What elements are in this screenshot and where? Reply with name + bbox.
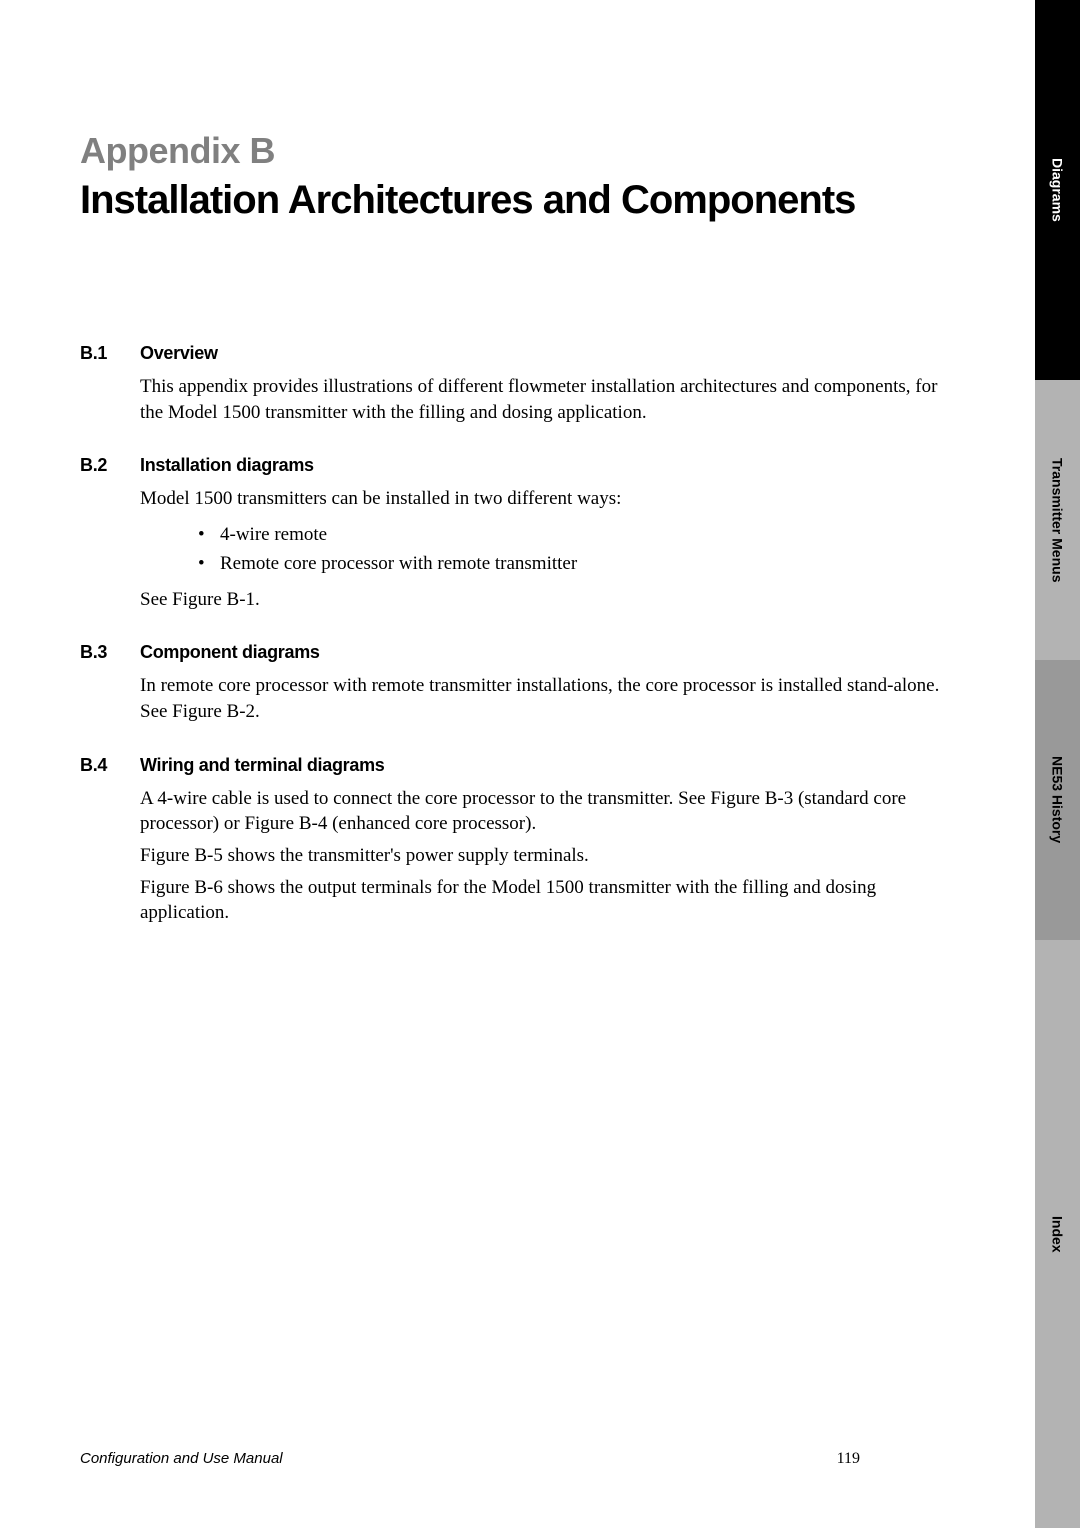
section-number: B.2 [80,455,140,476]
section-number: B.1 [80,343,140,364]
main-content: Appendix B Installation Architectures an… [80,130,940,926]
page-title: Installation Architectures and Component… [80,178,940,223]
section-title: Overview [140,343,218,363]
body-paragraph: Model 1500 transmitters can be installed… [140,486,940,512]
footer-page-number: 119 [837,1450,860,1468]
section-b3: B.3Component diagrams In remote core pro… [80,642,940,724]
section-number: B.4 [80,755,140,776]
section-heading-b1: B.1Overview [80,343,940,364]
list-item: Remote core processor with remote transm… [198,549,940,578]
section-heading-b2: B.2Installation diagrams [80,455,940,476]
list-item: 4-wire remote [198,520,940,549]
body-paragraph: A 4-wire cable is used to connect the co… [140,786,940,837]
section-b1: B.1Overview This appendix provides illus… [80,343,940,425]
section-heading-b4: B.4Wiring and terminal diagrams [80,755,940,776]
body-paragraph: See Figure B-1. [140,587,940,613]
section-heading-b3: B.3Component diagrams [80,642,940,663]
footer-manual-title: Configuration and Use Manual [80,1450,283,1467]
section-title: Wiring and terminal diagrams [140,755,385,775]
section-title: Component diagrams [140,642,320,662]
appendix-label: Appendix B [80,130,940,172]
tab-index[interactable]: Index [1035,940,1080,1528]
section-title: Installation diagrams [140,455,314,475]
tab-label: Index [1050,1216,1066,1253]
tab-label: NE53 History [1050,756,1066,843]
tab-label: Transmitter Menus [1050,458,1066,582]
section-b4: B.4Wiring and terminal diagrams A 4-wire… [80,755,940,926]
tab-label: Diagrams [1050,158,1066,222]
body-paragraph: This appendix provides illustrations of … [140,374,940,425]
page-footer: Configuration and Use Manual 119 [80,1450,860,1468]
body-paragraph: Figure B-6 shows the output terminals fo… [140,875,940,926]
side-tabs: Diagrams Transmitter Menus NE53 History … [1035,0,1080,1528]
body-paragraph: Figure B-5 shows the transmitter's power… [140,843,940,869]
document-page: Appendix B Installation Architectures an… [0,0,1080,1528]
body-paragraph: In remote core processor with remote tra… [140,673,940,724]
section-b2: B.2Installation diagrams Model 1500 tran… [80,455,940,612]
tab-diagrams[interactable]: Diagrams [1035,0,1080,380]
tab-ne53-history[interactable]: NE53 History [1035,660,1080,940]
tab-transmitter-menus[interactable]: Transmitter Menus [1035,380,1080,660]
bullet-list: 4-wire remote Remote core processor with… [198,520,940,579]
section-number: B.3 [80,642,140,663]
